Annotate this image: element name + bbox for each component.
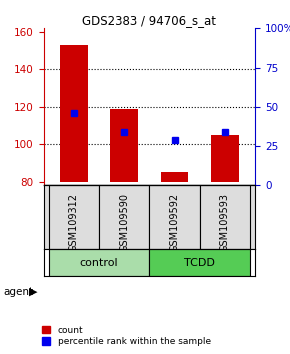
Title: GDS2383 / 94706_s_at: GDS2383 / 94706_s_at: [82, 14, 216, 27]
Bar: [48, 249, 149, 276]
Legend: count, percentile rank within the sample: count, percentile rank within the sample: [42, 326, 211, 346]
Bar: [149, 185, 200, 249]
Bar: [200, 185, 250, 249]
Bar: [149, 249, 250, 276]
Bar: [48, 185, 99, 249]
Text: control: control: [80, 257, 118, 268]
Text: GSM109593: GSM109593: [220, 193, 230, 252]
Bar: [110, 109, 138, 182]
Text: TCDD: TCDD: [184, 257, 215, 268]
Bar: [60, 45, 88, 182]
Bar: [211, 135, 239, 182]
Text: GSM109590: GSM109590: [119, 193, 129, 252]
Bar: [99, 185, 149, 249]
Text: GSM109592: GSM109592: [170, 193, 180, 252]
Text: agent: agent: [3, 287, 33, 297]
Text: ▶: ▶: [29, 287, 37, 297]
Text: GSM109312: GSM109312: [69, 193, 79, 252]
Bar: [161, 172, 189, 182]
